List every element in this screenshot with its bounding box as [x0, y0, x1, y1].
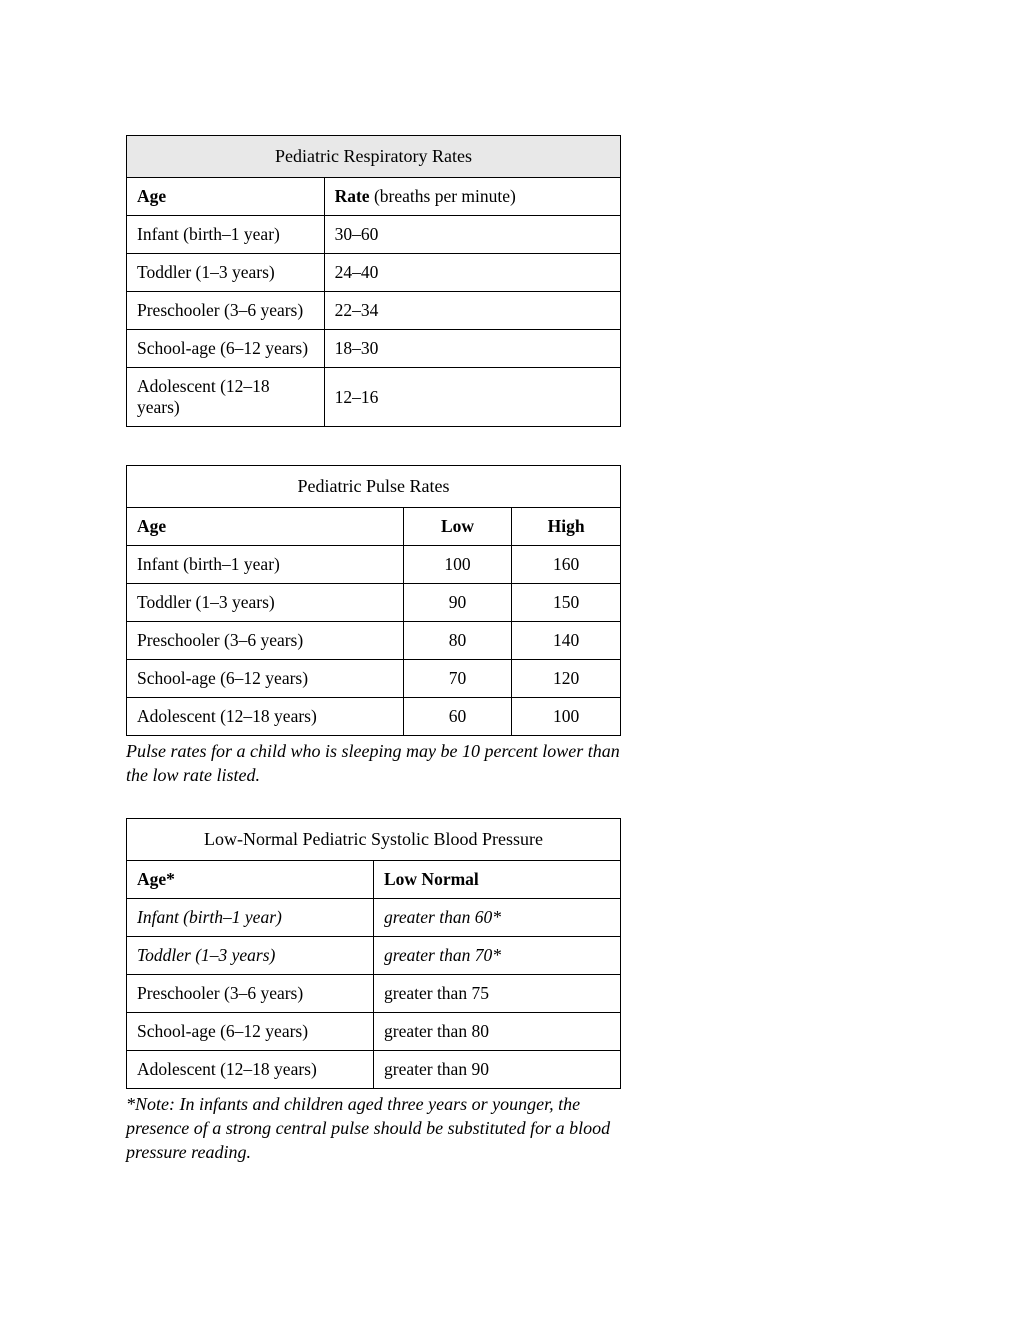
high-cell: 140 — [512, 622, 621, 660]
table-row: Preschooler (3–6 years) greater than 75 — [127, 974, 621, 1012]
low-header: Low — [403, 508, 512, 546]
table-title-row: Low-Normal Pediatric Systolic Blood Pres… — [127, 818, 621, 860]
rate-cell: 24–40 — [324, 254, 620, 292]
table-header-row: Age Low High — [127, 508, 621, 546]
table-row: Adolescent (12–18 years) greater than 90 — [127, 1050, 621, 1088]
high-cell: 160 — [512, 546, 621, 584]
table-row: School-age (6–12 years) greater than 80 — [127, 1012, 621, 1050]
respiratory-rates-table: Pediatric Respiratory Rates Age Rate (br… — [126, 135, 621, 427]
age-cell: Adolescent (12–18 years) — [127, 368, 325, 427]
low-cell: 100 — [403, 546, 512, 584]
table-row: Adolescent (12–18 years) 12–16 — [127, 368, 621, 427]
table-row: Toddler (1–3 years) 90 150 — [127, 584, 621, 622]
rate-cell: 12–16 — [324, 368, 620, 427]
age-header: Age* — [127, 860, 374, 898]
table-title-row: Pediatric Pulse Rates — [127, 466, 621, 508]
table-row: Toddler (1–3 years) greater than 70* — [127, 936, 621, 974]
rate-header-bold: Rate — [335, 186, 370, 206]
table-row: Preschooler (3–6 years) 80 140 — [127, 622, 621, 660]
table-row: Adolescent (12–18 years) 60 100 — [127, 698, 621, 736]
value-cell: greater than 70* — [374, 936, 621, 974]
spacer — [126, 788, 621, 818]
high-header: High — [512, 508, 621, 546]
age-cell: Toddler (1–3 years) — [127, 584, 404, 622]
high-cell: 100 — [512, 698, 621, 736]
table-row: Infant (birth–1 year) 100 160 — [127, 546, 621, 584]
table-header-row: Age* Low Normal — [127, 860, 621, 898]
age-cell: School-age (6–12 years) — [127, 1012, 374, 1050]
low-cell: 60 — [403, 698, 512, 736]
value-cell: greater than 60* — [374, 898, 621, 936]
low-cell: 80 — [403, 622, 512, 660]
age-cell: Infant (birth–1 year) — [127, 546, 404, 584]
age-cell: Preschooler (3–6 years) — [127, 292, 325, 330]
table-title-row: Pediatric Respiratory Rates — [127, 136, 621, 178]
pulse-footnote: Pulse rates for a child who is sleeping … — [126, 739, 621, 788]
table-title: Low-Normal Pediatric Systolic Blood Pres… — [127, 818, 621, 860]
value-cell: greater than 90 — [374, 1050, 621, 1088]
age-cell: Toddler (1–3 years) — [127, 936, 374, 974]
rate-cell: 18–30 — [324, 330, 620, 368]
age-cell: Preschooler (3–6 years) — [127, 974, 374, 1012]
table-title: Pediatric Respiratory Rates — [127, 136, 621, 178]
high-cell: 150 — [512, 584, 621, 622]
pulse-rates-table: Pediatric Pulse Rates Age Low High Infan… — [126, 465, 621, 736]
age-cell: School-age (6–12 years) — [127, 330, 325, 368]
table-row: School-age (6–12 years) 18–30 — [127, 330, 621, 368]
value-cell: greater than 75 — [374, 974, 621, 1012]
age-cell: Infant (birth–1 year) — [127, 898, 374, 936]
table-row: Infant (birth–1 year) 30–60 — [127, 216, 621, 254]
age-cell: Toddler (1–3 years) — [127, 254, 325, 292]
age-header: Age — [127, 508, 404, 546]
rate-cell: 22–34 — [324, 292, 620, 330]
low-cell: 70 — [403, 660, 512, 698]
age-header: Age — [127, 178, 325, 216]
value-cell: greater than 80 — [374, 1012, 621, 1050]
table-header-row: Age Rate (breaths per minute) — [127, 178, 621, 216]
table-title: Pediatric Pulse Rates — [127, 466, 621, 508]
table-row: School-age (6–12 years) 70 120 — [127, 660, 621, 698]
age-cell: School-age (6–12 years) — [127, 660, 404, 698]
rate-cell: 30–60 — [324, 216, 620, 254]
bp-footnote: *Note: In infants and children aged thre… — [126, 1092, 621, 1165]
low-normal-header: Low Normal — [374, 860, 621, 898]
blood-pressure-table: Low-Normal Pediatric Systolic Blood Pres… — [126, 818, 621, 1089]
age-cell: Infant (birth–1 year) — [127, 216, 325, 254]
table-row: Infant (birth–1 year) greater than 60* — [127, 898, 621, 936]
table-row: Toddler (1–3 years) 24–40 — [127, 254, 621, 292]
age-cell: Adolescent (12–18 years) — [127, 698, 404, 736]
high-cell: 120 — [512, 660, 621, 698]
low-cell: 90 — [403, 584, 512, 622]
rate-header-rest: (breaths per minute) — [370, 186, 516, 206]
spacer — [126, 427, 621, 465]
table-row: Preschooler (3–6 years) 22–34 — [127, 292, 621, 330]
age-cell: Preschooler (3–6 years) — [127, 622, 404, 660]
page-container: Pediatric Respiratory Rates Age Rate (br… — [0, 0, 621, 1164]
age-cell: Adolescent (12–18 years) — [127, 1050, 374, 1088]
rate-header: Rate (breaths per minute) — [324, 178, 620, 216]
